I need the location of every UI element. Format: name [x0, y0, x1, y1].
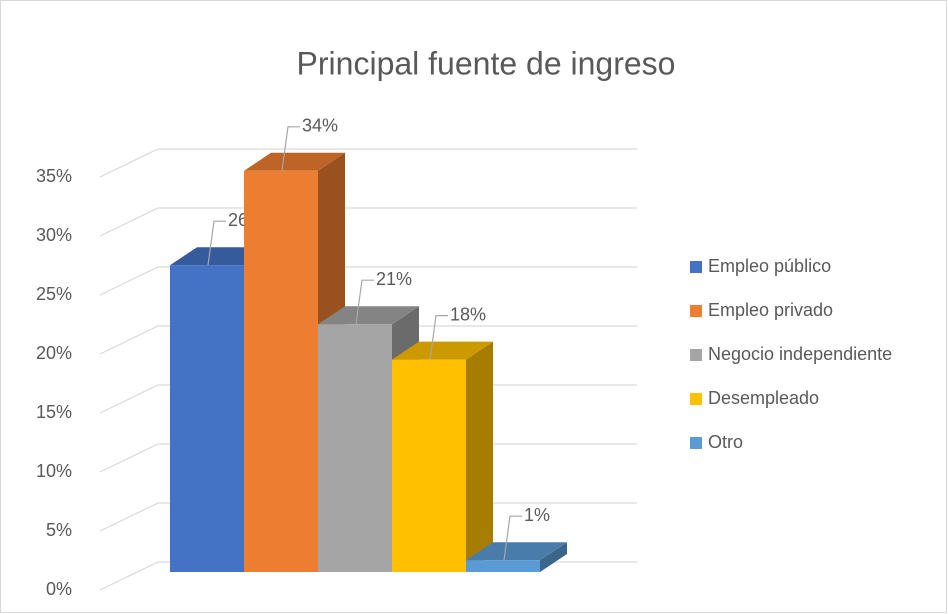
legend-swatch: [690, 305, 702, 317]
bar: [318, 324, 392, 572]
y-tick-label: 0%: [46, 579, 72, 599]
grid-line: [99, 266, 637, 296]
grid-line: [99, 148, 637, 178]
legend-label: Otro: [708, 432, 743, 452]
y-tick-label: 20%: [36, 343, 72, 363]
bar: [244, 170, 318, 573]
leader-line: [429, 315, 448, 360]
legend-label: Negocio independiente: [708, 344, 892, 364]
leader-line: [207, 220, 226, 266]
bar: [466, 560, 540, 572]
legend-swatch: [690, 349, 702, 361]
y-tick-label: 35%: [36, 166, 72, 186]
bar: [170, 265, 244, 572]
y-tick-label: 5%: [46, 520, 72, 540]
data-label: 1%: [524, 505, 550, 525]
legend-swatch: [690, 393, 702, 405]
bar: [392, 359, 466, 572]
leader-line: [281, 126, 300, 171]
leader-line: [503, 515, 522, 561]
grid-line: [99, 207, 637, 237]
legend-label: Desempleado: [708, 388, 819, 408]
legend-label: Empleo privado: [708, 300, 833, 320]
bar-top: [392, 341, 493, 360]
bar-top: [466, 542, 567, 561]
grid-line: [99, 325, 637, 355]
legend-swatch: [690, 437, 702, 449]
bar-top: [244, 152, 345, 171]
y-tick-label: 15%: [36, 402, 72, 422]
bar-top: [318, 306, 419, 325]
leader-line: [355, 279, 374, 325]
y-tick-label: 30%: [36, 225, 72, 245]
chart-title: Principal fuente de ingreso: [297, 45, 676, 81]
data-label: 34%: [302, 116, 338, 136]
legend-swatch: [690, 261, 702, 273]
bar-side: [540, 542, 567, 572]
y-tick-label: 10%: [36, 461, 72, 481]
data-label: 18%: [450, 304, 486, 324]
bar-side: [466, 341, 493, 572]
y-tick-label: 25%: [36, 284, 72, 304]
data-label: 21%: [376, 269, 412, 289]
legend-label: Empleo público: [708, 256, 831, 276]
